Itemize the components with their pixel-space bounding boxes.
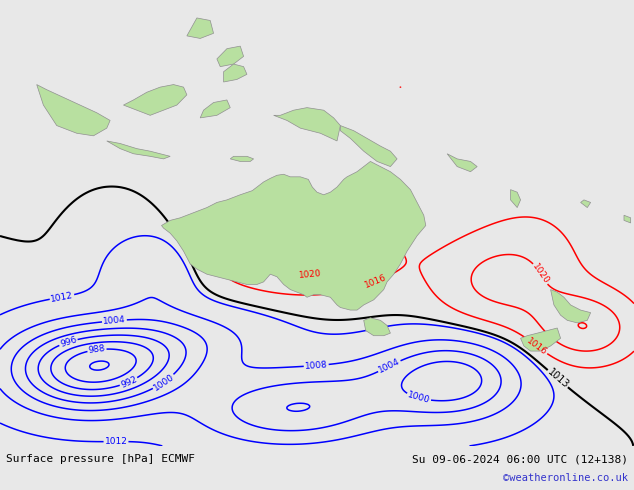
Polygon shape (162, 161, 426, 310)
Polygon shape (224, 64, 247, 82)
Polygon shape (230, 156, 254, 161)
Polygon shape (340, 125, 397, 167)
Text: 1020: 1020 (298, 270, 321, 280)
Polygon shape (581, 200, 591, 208)
Polygon shape (364, 318, 391, 336)
Polygon shape (447, 154, 477, 172)
Text: 1004: 1004 (103, 316, 126, 326)
Polygon shape (521, 328, 560, 351)
Polygon shape (550, 290, 591, 323)
Text: 1000: 1000 (152, 372, 176, 392)
Text: 996: 996 (59, 335, 78, 349)
Polygon shape (187, 18, 214, 38)
Text: 1016: 1016 (525, 336, 549, 357)
Text: 1000: 1000 (406, 391, 431, 405)
Polygon shape (200, 100, 230, 118)
Polygon shape (107, 141, 170, 159)
Polygon shape (37, 85, 110, 136)
Text: 992: 992 (119, 374, 138, 390)
Text: 1012: 1012 (105, 437, 127, 446)
Text: Su 09-06-2024 06:00 UTC (12+138): Su 09-06-2024 06:00 UTC (12+138) (411, 454, 628, 464)
Polygon shape (124, 85, 187, 115)
Polygon shape (624, 215, 631, 223)
Text: 1004: 1004 (377, 357, 401, 375)
Polygon shape (217, 46, 243, 67)
Polygon shape (274, 108, 340, 141)
Text: ©weatheronline.co.uk: ©weatheronline.co.uk (503, 473, 628, 483)
Text: 1008: 1008 (304, 360, 328, 371)
Polygon shape (510, 190, 521, 208)
Text: 1016: 1016 (364, 273, 389, 290)
Text: 988: 988 (87, 344, 106, 355)
Text: 1013: 1013 (545, 367, 571, 391)
Text: 1012: 1012 (50, 291, 74, 304)
Text: 1020: 1020 (530, 262, 551, 286)
Text: Surface pressure [hPa] ECMWF: Surface pressure [hPa] ECMWF (6, 454, 195, 464)
